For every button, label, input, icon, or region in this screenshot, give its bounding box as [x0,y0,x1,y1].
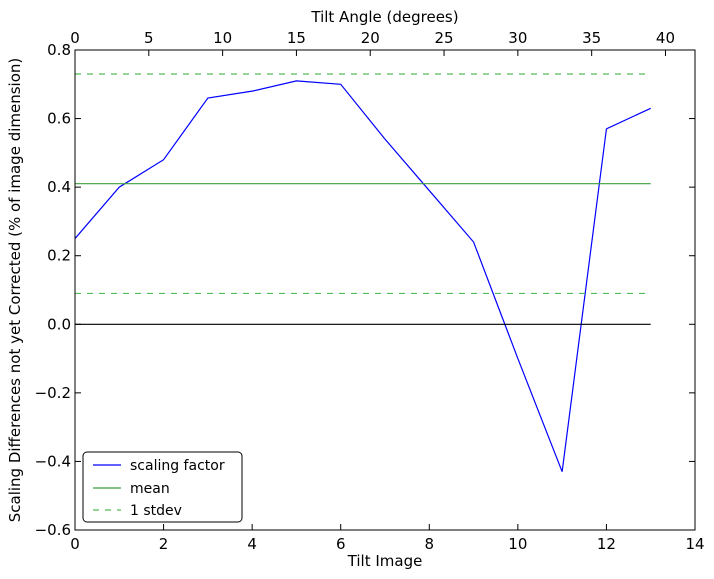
x-tick-label: 8 [425,535,435,553]
top-tick-label: 15 [287,29,306,47]
legend-label-scaling-factor: scaling factor [130,458,225,474]
y-tick-label: 0.2 [47,247,71,265]
top-tick-label: 5 [144,29,154,47]
x-tick-label: 12 [597,535,616,553]
y-tick-label: −0.6 [35,521,71,539]
top-tick-label: 10 [213,29,232,47]
y-tick-label: −0.4 [35,452,71,470]
y-tick-label: 0.8 [47,41,71,59]
y-tick-label: −0.2 [35,384,71,402]
top-tick-label: 25 [435,29,454,47]
top-tick-label: 30 [508,29,527,47]
x-tick-label: 14 [685,535,704,553]
plot-frame [74,49,696,531]
x-tick-label: 0 [70,535,80,553]
top-axis-label: Tilt Angle (degrees) [310,8,458,26]
top-tick-label: 0 [70,29,80,47]
y-axis-label: Scaling Differences not yet Corrected (%… [6,58,24,523]
plot-area [75,50,695,530]
x-tick-label: 10 [508,535,527,553]
top-tick-label: 35 [582,29,601,47]
x-tick-label: 2 [159,535,169,553]
x-tick-label: 4 [247,535,257,553]
ticks-layer: 0 2 4 6 8 10 12 14−0.6−0.4−0.20.00.20.40.60.80 5… [35,29,705,553]
legend-label-stdev: 1 stdev [130,503,182,519]
legend-box [82,451,243,523]
legend: scaling factor mean 1 stdev [82,451,243,523]
top-tick-label: 20 [361,29,380,47]
series-layer [74,73,651,472]
y-tick-label: 0.6 [47,110,71,128]
series-line-scaling-factor [74,80,651,472]
y-tick-label: 0.4 [47,178,71,196]
top-tick-label: 40 [656,29,675,47]
legend-label-mean: mean [130,481,170,497]
x-axis-label: Tilt Image [347,552,423,570]
y-tick-label: 0.0 [47,315,71,333]
x-tick-label: 6 [336,535,346,553]
